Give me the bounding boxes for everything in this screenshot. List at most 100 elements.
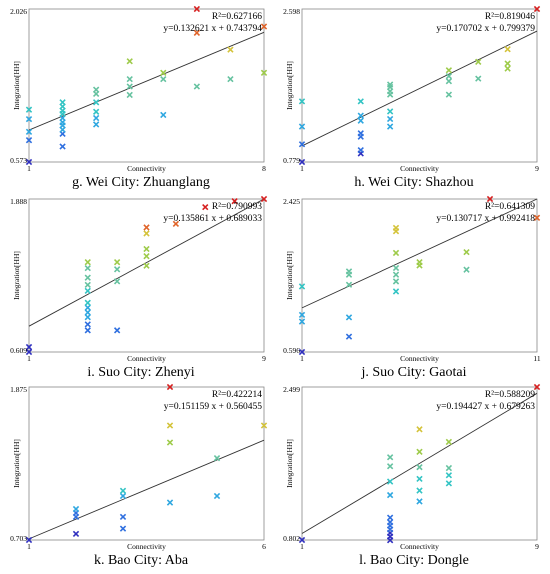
data-point xyxy=(113,266,121,273)
data-point xyxy=(193,83,201,90)
y-axis-label: Integration[HH] xyxy=(12,439,21,488)
data-point xyxy=(357,146,364,154)
y-axis-label: Integration[HH] xyxy=(285,439,294,488)
data-point xyxy=(298,536,306,544)
x-axis-label: Connectivity xyxy=(400,354,439,363)
y-max-tick-label: 1.888 xyxy=(10,197,27,206)
data-point xyxy=(92,121,100,128)
regression-line xyxy=(28,439,265,540)
plot-frame xyxy=(28,198,265,353)
data-point xyxy=(445,67,453,74)
regression-equation: y=0.194427 x + 0.679263 xyxy=(436,402,535,412)
y-min-tick-label: 0.779 xyxy=(283,156,300,165)
x-axis-label: Connectivity xyxy=(127,542,166,551)
x-axis-label: Connectivity xyxy=(127,164,166,173)
data-point xyxy=(59,99,66,106)
regression-line xyxy=(301,198,538,309)
data-point xyxy=(166,383,174,391)
data-point xyxy=(172,220,180,228)
data-point xyxy=(357,130,364,137)
data-point xyxy=(166,499,174,506)
data-point xyxy=(260,422,268,429)
plot-frame xyxy=(28,386,265,541)
r-squared-label: R²=0.819046 xyxy=(485,12,535,22)
scatter-panel: 2.026 0.573 1 8 Connectivity Integration[HH] R… xyxy=(10,5,272,196)
data-point xyxy=(416,475,423,483)
data-point xyxy=(445,464,453,472)
data-point xyxy=(357,117,364,124)
data-point xyxy=(345,314,353,321)
data-point xyxy=(486,195,494,203)
data-point xyxy=(126,58,133,65)
r-squared-label: R²=0.641309 xyxy=(485,202,535,212)
data-point xyxy=(143,262,150,269)
data-point xyxy=(416,498,423,505)
data-point xyxy=(298,123,306,130)
plot-frame xyxy=(28,8,265,163)
data-point xyxy=(143,253,150,260)
data-point xyxy=(160,75,167,83)
panel-caption: h. Wei City: Shazhou xyxy=(354,175,474,190)
data-point xyxy=(445,472,453,479)
data-point xyxy=(160,111,167,119)
x-min-tick-label: 1 xyxy=(300,164,304,173)
data-point xyxy=(298,141,306,148)
data-point xyxy=(84,321,91,328)
data-point xyxy=(445,78,453,85)
y-min-tick-label: 0.802 xyxy=(283,534,300,543)
scatter-panel: 2.425 0.596 1 11 Connectivity Integration[HH]… xyxy=(283,195,545,386)
regression-line xyxy=(28,31,265,131)
x-axis-label: Connectivity xyxy=(400,542,439,551)
data-point xyxy=(126,75,133,83)
data-point xyxy=(416,448,423,455)
x-min-tick-label: 1 xyxy=(27,542,31,551)
data-point xyxy=(504,65,511,72)
data-point xyxy=(386,478,394,485)
data-point xyxy=(260,23,268,30)
data-point xyxy=(298,318,306,325)
data-point xyxy=(475,75,482,82)
data-point xyxy=(92,99,100,106)
data-point xyxy=(119,492,127,500)
data-point xyxy=(345,281,353,288)
data-point xyxy=(445,480,453,487)
data-point xyxy=(533,383,541,391)
data-point xyxy=(84,304,91,311)
regression-equation: y=0.130717 x + 0.992418 xyxy=(436,214,535,224)
y-max-tick-label: 2.026 xyxy=(10,7,27,16)
x-max-tick-label: 9 xyxy=(535,164,539,173)
data-point xyxy=(533,214,541,221)
data-point xyxy=(445,91,453,98)
data-point xyxy=(392,271,400,278)
scatter-panel: 1.888 0.609 1 9 Connectivity Integration[HH] R… xyxy=(10,195,272,386)
x-max-tick-label: 6 xyxy=(262,542,266,551)
plot-frame xyxy=(301,8,538,163)
data-point xyxy=(416,463,423,471)
panel-caption: i. Suo City: Zhenyi xyxy=(87,365,195,380)
scatter-panel: 2.499 0.802 1 9 Connectivity Integration[HH] R… xyxy=(283,383,545,574)
data-point xyxy=(298,348,306,356)
data-point xyxy=(25,536,33,544)
data-point xyxy=(72,505,80,513)
y-axis-label: Integration[HH] xyxy=(12,251,21,300)
data-point xyxy=(416,487,423,494)
data-point xyxy=(298,283,306,290)
data-point xyxy=(166,439,174,446)
data-point xyxy=(298,158,306,166)
data-point xyxy=(357,112,364,119)
data-point xyxy=(445,72,453,80)
y-min-tick-label: 0.573 xyxy=(10,156,27,165)
panel-caption: k. Bao City: Aba xyxy=(93,553,189,568)
y-max-tick-label: 2.598 xyxy=(283,7,300,16)
data-point xyxy=(386,463,394,470)
x-min-tick-label: 1 xyxy=(300,542,304,551)
x-axis-label: Connectivity xyxy=(127,354,166,363)
panel-caption: g. Wei City: Zhuanglang xyxy=(72,175,210,190)
panel-caption: j. Suo City: Gaotai xyxy=(361,365,467,380)
y-max-tick-label: 1.875 xyxy=(10,385,27,394)
data-point xyxy=(25,348,33,356)
data-point xyxy=(227,46,234,53)
